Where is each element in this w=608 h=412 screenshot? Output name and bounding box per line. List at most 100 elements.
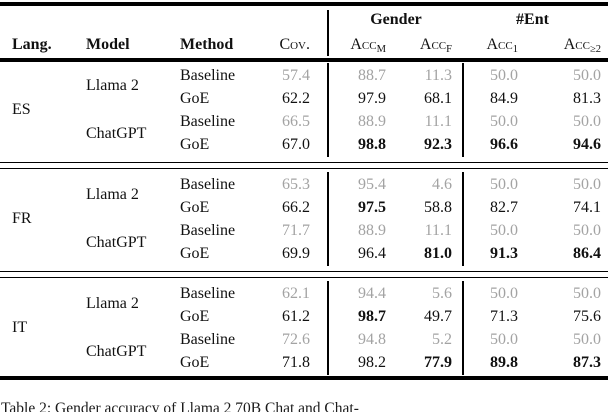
- table-row: Baseline 66.5 88.9 11.1 50.0 50.0: [168, 110, 608, 133]
- cell-cov: 72.6: [282, 331, 310, 348]
- cell-acc-1: 50.0: [490, 331, 518, 348]
- acc-label: Acc: [486, 36, 513, 53]
- cell-acc-1: 82.7: [490, 199, 518, 216]
- cell-acc-ge2: 50.0: [573, 222, 601, 239]
- cell-acc-ge2: 94.6: [573, 136, 601, 153]
- cell-method: GoE: [180, 199, 210, 216]
- cell-method: GoE: [180, 136, 210, 153]
- cell-acc-m: 98.2: [358, 354, 386, 371]
- col-header-acc-1: Acc1: [452, 31, 518, 58]
- group-header-row: Gender #Ent: [0, 8, 608, 31]
- cell-acc-m: 97.5: [358, 199, 386, 216]
- cell-acc-1: 96.6: [490, 136, 518, 153]
- cell-method: GoE: [180, 90, 210, 107]
- spacer: [452, 8, 462, 31]
- acc-label: Acc: [563, 36, 590, 53]
- cell-acc-f: 58.8: [424, 199, 452, 216]
- lang-label: IT: [12, 319, 28, 336]
- cell-acc-m: 98.8: [358, 136, 386, 153]
- cell-acc-f: 81.0: [424, 245, 452, 262]
- section-it: IT Llama 2 ChatGPT Baseline 62.1 94.4 5.…: [0, 280, 608, 376]
- cell-method: Baseline: [180, 331, 236, 348]
- cell-acc-f: 11.1: [424, 222, 452, 239]
- table-row: Baseline 57.4 88.7 11.3 50.0 50.0: [168, 64, 608, 87]
- cell-acc-1: 84.9: [490, 90, 518, 107]
- table-row: GoE 62.2 97.9 68.1 84.9 81.3: [168, 87, 608, 110]
- col-header-acc-ge2: Acc≥2: [518, 31, 603, 58]
- table-caption: Table 2: Gender accuracy of Llama 2 70B …: [1, 400, 359, 412]
- cell-cov: 66.5: [282, 113, 310, 130]
- cell-cov: 71.7: [282, 222, 310, 239]
- section-separator-rule: [0, 162, 608, 169]
- vertical-rule-gender-ent: [462, 63, 464, 157]
- model-label: ChatGPT: [86, 343, 147, 360]
- cell-acc-f: 49.7: [424, 308, 452, 325]
- table-row: GoE 67.0 98.8 92.3 96.6 94.6: [168, 133, 608, 156]
- section-fr: FR Llama 2 ChatGPT Baseline 65.3 95.4 4.…: [0, 171, 608, 267]
- cell-acc-ge2: 86.4: [573, 245, 601, 262]
- column-header-row: Lang. Model Method Cov. AccM AccF Acc1 A…: [0, 31, 608, 58]
- cell-acc-f: 68.1: [424, 90, 452, 107]
- cell-method: GoE: [180, 245, 210, 262]
- table-row: Baseline 65.3 95.4 4.6 50.0 50.0: [168, 173, 608, 196]
- vertical-rule-cov: [327, 172, 329, 266]
- spacer: [0, 8, 310, 31]
- table-top-rule: [0, 2, 608, 6]
- cell-cov: 65.3: [282, 176, 310, 193]
- table-row: GoE 69.9 96.4 81.0 91.3 86.4: [168, 242, 608, 265]
- vertical-rule-cov: [327, 63, 329, 157]
- cell-acc-m: 95.4: [358, 176, 386, 193]
- vertical-rule-cov: [327, 10, 329, 56]
- cell-acc-f: 5.2: [432, 331, 452, 348]
- table-row: GoE 71.8 98.2 77.9 89.8 87.3: [168, 351, 608, 374]
- acc-label: Acc: [419, 36, 447, 53]
- acc-label: Acc: [350, 36, 377, 53]
- lang-label: FR: [12, 210, 32, 227]
- cell-cov: 67.0: [282, 136, 310, 153]
- acc-sub-ge2: ≥2: [589, 43, 601, 55]
- section-separator-rule: [0, 271, 608, 278]
- cell-method: GoE: [180, 308, 210, 325]
- table-row: GoE 61.2 98.7 49.7 71.3 75.6: [168, 305, 608, 328]
- cell-acc-m: 94.8: [358, 331, 386, 348]
- cell-acc-1: 50.0: [490, 67, 518, 84]
- cell-method: Baseline: [180, 285, 236, 302]
- cell-cov: 69.9: [282, 245, 310, 262]
- cell-acc-1: 50.0: [490, 176, 518, 193]
- table-row: Baseline 71.7 88.9 11.1 50.0 50.0: [168, 219, 608, 242]
- cell-acc-1: 91.3: [490, 245, 518, 262]
- cell-method: GoE: [180, 354, 210, 371]
- cell-method: Baseline: [180, 222, 236, 239]
- lang-label: ES: [12, 101, 31, 118]
- table-header: Gender #Ent Lang. Model Method Cov. AccM…: [0, 8, 608, 58]
- cell-acc-1: 50.0: [490, 113, 518, 130]
- cell-acc-m: 97.9: [358, 90, 386, 107]
- cell-acc-m: 88.9: [358, 113, 386, 130]
- table-bottom-rule: [0, 376, 608, 380]
- cell-acc-ge2: 87.3: [573, 354, 601, 371]
- cell-acc-ge2: 50.0: [573, 176, 601, 193]
- acc-sub-m: M: [376, 43, 386, 55]
- col-header-acc-m: AccM: [310, 31, 386, 58]
- cell-acc-f: 11.3: [424, 67, 452, 84]
- cell-acc-1: 89.8: [490, 354, 518, 371]
- cell-cov: 62.1: [282, 285, 310, 302]
- cell-acc-m: 96.4: [358, 245, 386, 262]
- vertical-rule-gender-ent: [462, 281, 464, 375]
- cell-acc-ge2: 50.0: [573, 285, 601, 302]
- col-header-lang: Lang.: [12, 36, 52, 53]
- cell-acc-f: 92.3: [424, 136, 452, 153]
- cell-acc-1: 50.0: [490, 285, 518, 302]
- cell-method: Baseline: [180, 113, 236, 130]
- model-label: Llama 2: [86, 295, 139, 312]
- vertical-rule-cov: [327, 281, 329, 375]
- header-separator-rule: [0, 58, 608, 62]
- cell-method: Baseline: [180, 176, 236, 193]
- cell-acc-m: 98.7: [358, 308, 386, 325]
- acc-sub-1: 1: [512, 43, 518, 55]
- cell-acc-f: 4.6: [432, 176, 452, 193]
- col-header-acc-f: AccF: [386, 31, 452, 58]
- table-row: Baseline 62.1 94.4 5.6 50.0 50.0: [168, 282, 608, 305]
- cell-acc-m: 88.7: [358, 67, 386, 84]
- cell-acc-f: 5.6: [432, 285, 452, 302]
